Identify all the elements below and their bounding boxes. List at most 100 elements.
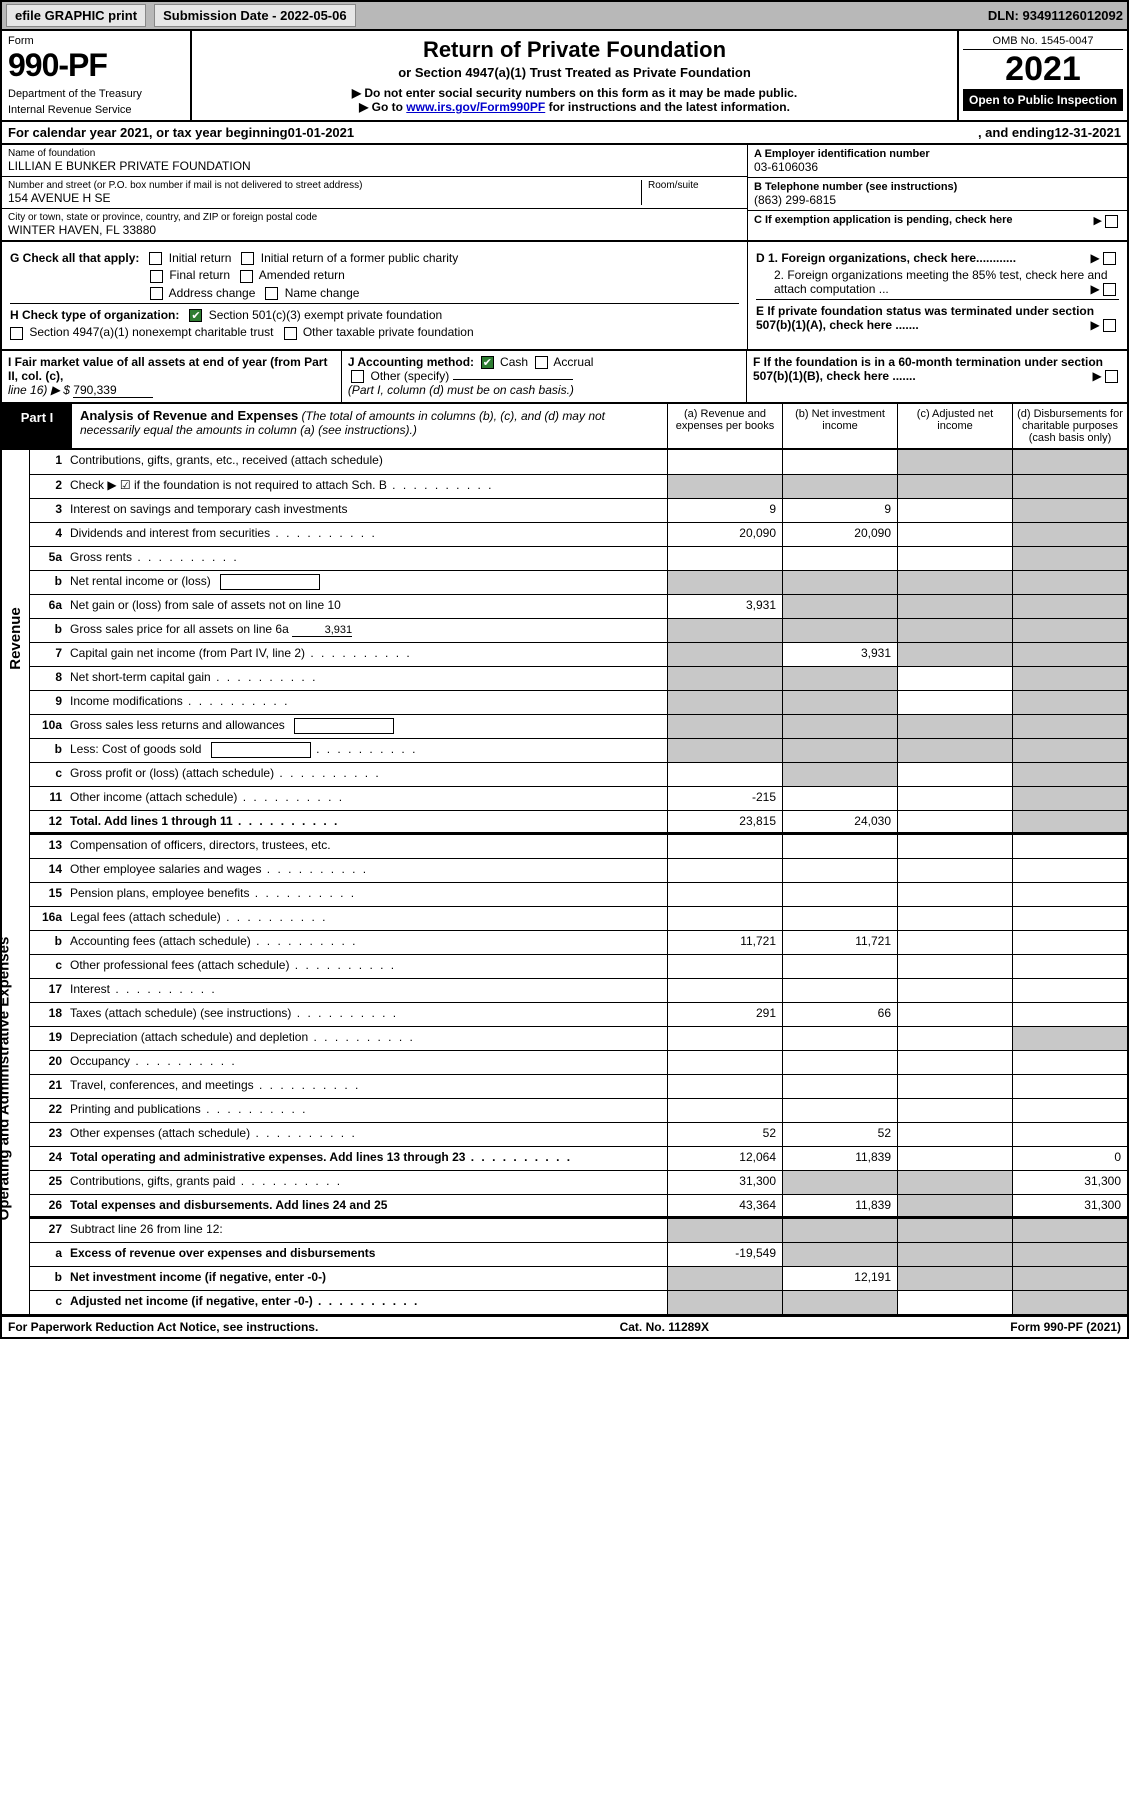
i-val: 790,339 <box>73 383 153 398</box>
g-address-checkbox[interactable] <box>150 287 163 300</box>
col-d-val <box>1012 1123 1127 1146</box>
col-d-val <box>1012 547 1127 570</box>
entity-block: Name of foundation LILLIAN E BUNKER PRIV… <box>0 145 1129 242</box>
part1-desc: Analysis of Revenue and Expenses (The to… <box>72 404 667 448</box>
table-row: 20Occupancy <box>30 1050 1127 1074</box>
col-c-val <box>897 475 1012 498</box>
col-d-val <box>1012 691 1127 714</box>
g-name-checkbox[interactable] <box>265 287 278 300</box>
e-checkbox[interactable] <box>1103 319 1116 332</box>
line-no: 5a <box>30 547 66 570</box>
col-d-val <box>1012 931 1127 954</box>
g-row2: Final return Amended return <box>10 268 739 282</box>
col-headers: (a) Revenue and expenses per books (b) N… <box>667 404 1127 448</box>
col-d-val <box>1012 1027 1127 1050</box>
col-a-val <box>667 475 782 498</box>
line-desc: Dividends and interest from securities <box>66 523 667 546</box>
f-checkbox[interactable] <box>1105 370 1118 383</box>
col-c-val <box>897 595 1012 618</box>
col-d-val <box>1012 763 1127 786</box>
table-row: 13Compensation of officers, directors, t… <box>30 834 1127 858</box>
check-section: G Check all that apply: Initial return I… <box>0 242 1129 351</box>
street-addr: 154 AVENUE H SE <box>8 191 641 205</box>
col-b-val <box>782 1027 897 1050</box>
col-d-val <box>1012 667 1127 690</box>
c-checkbox[interactable] <box>1105 215 1118 228</box>
table-row: 15Pension plans, employee benefits <box>30 882 1127 906</box>
j-accrual-checkbox[interactable] <box>535 356 548 369</box>
col-b-val <box>782 1075 897 1098</box>
h-501c3-checkbox[interactable] <box>189 309 202 322</box>
city-label: City or town, state or province, country… <box>8 212 741 223</box>
col-c-val <box>897 547 1012 570</box>
col-c-val <box>897 450 1012 474</box>
col-a-val: 23,815 <box>667 811 782 832</box>
d1-checkbox[interactable] <box>1103 252 1116 265</box>
col-b-val <box>782 955 897 978</box>
col-c-val <box>897 523 1012 546</box>
irs-link[interactable]: www.irs.gov/Form990PF <box>406 100 545 114</box>
col-c-val <box>897 1243 1012 1266</box>
col-a-val <box>667 1051 782 1074</box>
cal-begin: 01-01-2021 <box>288 125 355 140</box>
efile-print-button[interactable]: efile GRAPHIC print <box>6 4 146 27</box>
col-d-val: 31,300 <box>1012 1171 1127 1194</box>
line-no: 27 <box>30 1219 66 1242</box>
checks-left: G Check all that apply: Initial return I… <box>2 242 747 349</box>
g-initial-former-checkbox[interactable] <box>241 252 254 265</box>
d2-checkbox[interactable] <box>1103 283 1116 296</box>
year-block: OMB No. 1545-0047 2021 Open to Public In… <box>957 31 1127 120</box>
h-other-checkbox[interactable] <box>284 327 297 340</box>
line-no: c <box>30 763 66 786</box>
col-b-val: 66 <box>782 1003 897 1026</box>
irs-label: Internal Revenue Service <box>8 104 184 116</box>
col-c-val <box>897 1291 1012 1314</box>
table-row: 21Travel, conferences, and meetings <box>30 1074 1127 1098</box>
g-initial-return-checkbox[interactable] <box>149 252 162 265</box>
h-label: H Check type of organization: <box>10 308 179 322</box>
g-row3: Address change Name change <box>10 286 739 300</box>
line-desc: Subtract line 26 from line 12: <box>66 1219 667 1242</box>
line-no: 9 <box>30 691 66 714</box>
col-b-val: 3,931 <box>782 643 897 666</box>
col-b-val <box>782 571 897 594</box>
j-other-checkbox[interactable] <box>351 370 364 383</box>
col-c-val <box>897 571 1012 594</box>
line-no: 16a <box>30 907 66 930</box>
g-final-checkbox[interactable] <box>150 270 163 283</box>
line-no: 14 <box>30 859 66 882</box>
col-b-val: 11,839 <box>782 1147 897 1170</box>
j-cash: Cash <box>500 355 528 369</box>
col-d-val: 31,300 <box>1012 1195 1127 1216</box>
col-b-val <box>782 547 897 570</box>
revenue-label: Revenue <box>7 607 24 670</box>
j-cash-checkbox[interactable] <box>481 356 494 369</box>
cal-end: 12-31-2021 <box>1055 125 1122 140</box>
h-4947-checkbox[interactable] <box>10 327 23 340</box>
fmv-i: I Fair market value of all assets at end… <box>2 351 342 402</box>
submission-date: Submission Date - 2022-05-06 <box>154 4 356 27</box>
g-opt-3: Amended return <box>259 268 345 282</box>
line-no: 4 <box>30 523 66 546</box>
g-amended-checkbox[interactable] <box>240 270 253 283</box>
g-opt-0: Initial return <box>169 251 232 265</box>
c-row: C If exemption application is pending, c… <box>748 211 1127 229</box>
col-c-val <box>897 763 1012 786</box>
c-label: C If exemption application is pending, c… <box>754 214 1013 226</box>
col-b-val: 11,839 <box>782 1195 897 1216</box>
instr-pre: ▶ Go to <box>359 100 406 114</box>
col-d-val <box>1012 643 1127 666</box>
h-4947: Section 4947(a)(1) nonexempt charitable … <box>29 325 273 339</box>
col-c-val <box>897 811 1012 832</box>
part1-title: Analysis of Revenue and Expenses <box>80 408 298 423</box>
table-row: 6aNet gain or (loss) from sale of assets… <box>30 594 1127 618</box>
calendar-year-row: For calendar year 2021, or tax year begi… <box>0 122 1129 145</box>
line-no: 18 <box>30 1003 66 1026</box>
instr-post: for instructions and the latest informat… <box>545 100 790 114</box>
col-a-val: 12,064 <box>667 1147 782 1170</box>
line-no: 6a <box>30 595 66 618</box>
form-title-block: Return of Private Foundation or Section … <box>192 31 957 120</box>
col-d-val <box>1012 835 1127 858</box>
col-d-val <box>1012 1243 1127 1266</box>
col-b-val: 9 <box>782 499 897 522</box>
